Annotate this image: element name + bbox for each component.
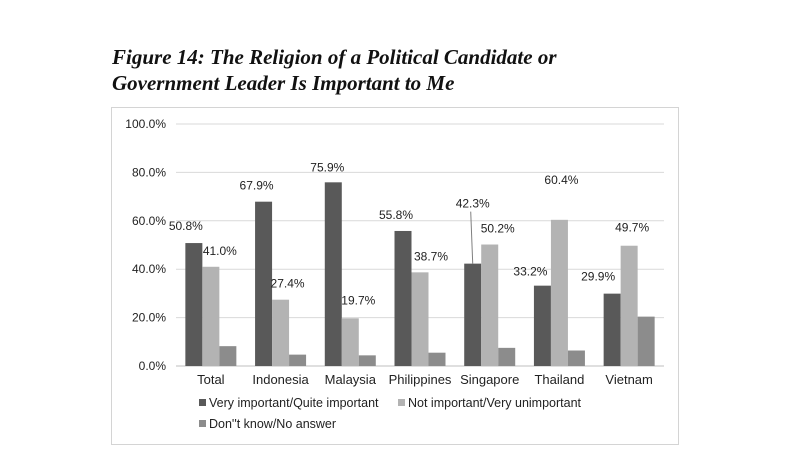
legend-swatch [398,399,405,406]
data-label: 42.3% [456,197,490,211]
y-tick-label: 0.0% [139,359,167,373]
bar-2-total [202,266,220,366]
data-label: 38.7% [414,249,448,263]
y-tick-label: 60.0% [132,214,166,228]
y-tick-label: 100.0% [125,117,166,131]
bar-3-vietnam [637,316,655,366]
data-label: 55.8% [379,208,413,222]
bar-3-philippines [428,352,446,366]
x-tick-label: Thailand [534,372,584,387]
x-tick-label: Singapore [460,372,519,387]
bar-1-philippines [394,230,412,366]
bar-1-thailand [533,285,551,366]
bar-3-thailand [567,350,585,366]
x-tick-label: Malaysia [325,372,377,387]
bar-1-malaysia [324,182,342,366]
data-label: 50.2% [481,222,515,236]
bar-2-thailand [550,219,568,366]
bar-1-total [185,243,203,366]
data-label: 50.8% [169,219,203,233]
bar-3-total [219,346,237,366]
y-tick-label: 20.0% [132,311,166,325]
bar-2-vietnam [620,245,638,366]
bar-3-malaysia [358,355,376,366]
data-label: 67.9% [240,179,274,193]
x-tick-label: Indonesia [252,372,309,387]
x-tick-label: Vietnam [605,372,652,387]
data-label: 49.7% [615,221,649,235]
data-label: 19.7% [341,293,375,307]
data-label: 60.4% [544,173,578,187]
legend-label: Not important/Very unimportant [408,396,582,410]
bar-3-indonesia [289,354,307,366]
bar-1-singapore [464,263,482,366]
bar-1-indonesia [255,201,273,366]
bar-2-malaysia [341,318,359,366]
figure-title-line1: Figure 14: The Religion of a Political C… [112,45,557,69]
y-tick-label: 80.0% [132,165,166,179]
bar-2-philippines [411,272,429,366]
x-tick-label: Total [197,372,225,387]
data-label: 75.9% [310,160,344,174]
data-label: 27.4% [271,277,305,291]
data-label: 29.9% [581,270,615,284]
bar-3-singapore [498,347,516,366]
bar-2-indonesia [272,299,290,366]
bar-2-singapore [481,244,499,366]
legend-swatch [199,420,206,427]
figure-title: Figure 14: The Religion of a Political C… [112,44,712,96]
legend-label: Very important/Quite important [209,396,379,410]
data-label: 33.2% [513,265,547,279]
data-label: 41.0% [203,244,237,258]
leader-line [470,211,474,264]
y-tick-label: 40.0% [132,262,166,276]
figure-title-line2: Government Leader Is Important to Me [112,71,455,95]
legend-label: Don''t know/No answer [209,417,336,431]
bar-1-vietnam [603,293,621,366]
x-tick-label: Philippines [389,372,452,387]
legend-swatch [199,399,206,406]
